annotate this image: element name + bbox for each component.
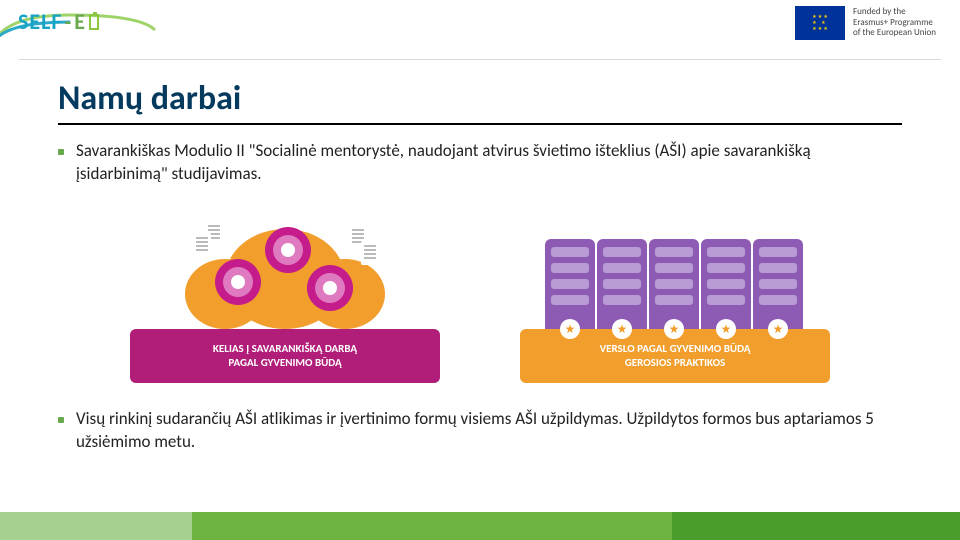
bullet-marker-icon [58,417,64,423]
eu-funding-text: Funded by the Erasmus+ Programme of the … [853,7,936,38]
logo-text-e: E [74,8,86,35]
star-icon: ★ [716,319,736,339]
card-graphic-cloud [130,214,440,329]
rack-icon: ★ [753,239,803,329]
title-block: Namų darbai [58,78,902,125]
star-icon: ★ [560,319,580,339]
bullet-list: Visų rinkinį sudarančių AŠI atlikimas ir… [58,408,902,454]
header-divider [0,59,960,60]
bullet-text: Visų rinkinį sudarančių AŠI atlikimas ir… [76,408,902,454]
footer-seg [0,512,192,540]
logo: SELF - E [18,8,99,35]
battery-icon [89,14,99,30]
card-label-text: VERSLO PAGAL GYVENIMO BŪDĄGEROSIOS PRAKT… [600,342,751,370]
rack-icon: ★ [597,239,647,329]
card-verslo: ★★★★★ VERSLO PAGAL GYVENIMO BŪDĄGEROSIOS… [520,214,830,383]
eu-line3: of the European Union [853,28,936,38]
footer-bar [0,512,960,540]
slide: SELF - E ★ ★ ★★ ★★ ★ ★ Funded by the Era… [0,0,960,540]
card-label: KELIAS Į SAVARANKIŠKĄ DARBĄPAGAL GYVENIM… [130,329,440,383]
cards-row: KELIAS Į SAVARANKIŠKĄ DARBĄPAGAL GYVENIM… [58,198,902,383]
rack-icon: ★ [701,239,751,329]
rack-icon: ★ [545,239,595,329]
bullet-item: Visų rinkinį sudarančių AŠI atlikimas ir… [58,408,902,454]
bullet-text: Savarankiškas Modulio II "Socialinė ment… [76,140,902,186]
eu-flag-icon: ★ ★ ★★ ★★ ★ ★ [795,6,845,40]
title-underline [58,123,902,125]
bullet-marker-icon [58,149,64,155]
star-icon: ★ [612,319,632,339]
logo-text-self: SELF [18,8,63,35]
header: SELF - E ★ ★ ★★ ★★ ★ ★ Funded by the Era… [0,0,960,60]
bullet-list: Savarankiškas Modulio II "Socialinė ment… [58,140,902,186]
card-graphic-racks: ★★★★★ [520,214,830,329]
card-kelias: KELIAS Į SAVARANKIŠKĄ DARBĄPAGAL GYVENIM… [130,214,440,383]
page-title: Namų darbai [58,78,902,123]
bullet-item: Savarankiškas Modulio II "Socialinė ment… [58,140,902,186]
star-icon: ★ [664,319,684,339]
star-icon: ★ [768,319,788,339]
card-label-text: KELIAS Į SAVARANKIŠKĄ DARBĄPAGAL GYVENIM… [213,342,357,370]
rack-icon: ★ [649,239,699,329]
logo-text-dash: - [65,8,73,35]
footer-seg [192,512,672,540]
footer-seg [672,512,960,540]
eu-funding-block: ★ ★ ★★ ★★ ★ ★ Funded by the Erasmus+ Pro… [795,6,936,40]
